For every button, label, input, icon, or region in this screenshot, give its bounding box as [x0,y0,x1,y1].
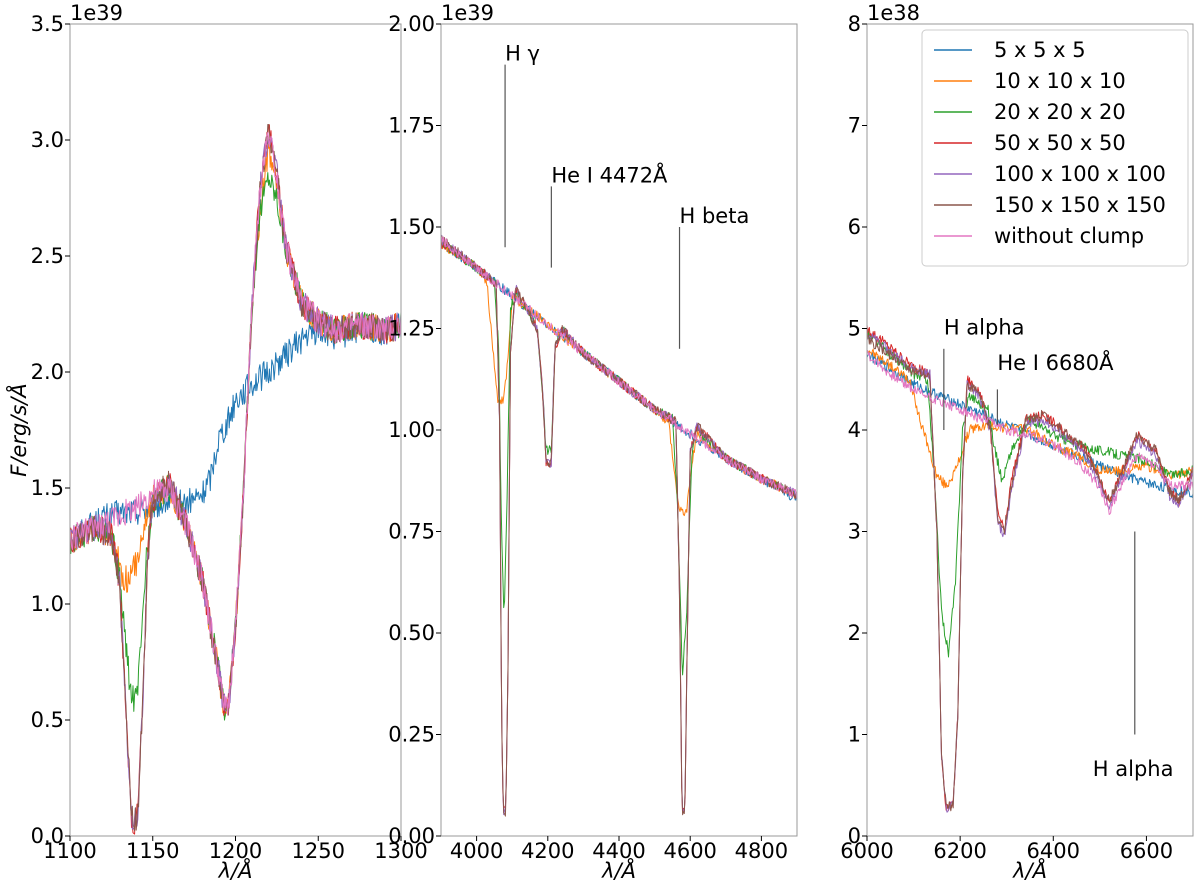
x-tick-label: 6000 [840,839,893,863]
y-tick-label: 1 [848,723,861,747]
y-tick-label: 4 [848,418,861,442]
x-tick-label: 1200 [209,839,262,863]
series-line-20-x-20-x-20 [867,330,1193,658]
legend-label: without clump [994,224,1144,248]
x-tick-label: 1300 [374,839,427,863]
offset-text: 1e39 [441,1,494,25]
y-tick-label: 0.50 [388,621,435,645]
legend-label: 20 x 20 x 20 [994,100,1126,124]
series-line-10-x-10-x-10 [867,348,1193,489]
annotation-label: H alpha [1093,757,1174,781]
panel-1: 0.0 0.5 1.0 1.5 2.0 2.5 3.0 3.5 1100 1150 1200 1250… [5,1,428,883]
legend-label: 50 x 50 x 50 [994,131,1126,155]
offset-text: 1e38 [867,1,920,25]
series-line-100-x-100-x-100 [70,137,401,830]
x-axis-label: λ/Å [218,857,253,883]
y-tick-label: 8 [848,12,861,36]
series-line-20-x-20-x-20 [441,240,797,676]
x-axis-label: λ/Å [1012,857,1047,883]
y-tick-label: 1.50 [388,215,435,239]
y-tick-label: 1.0 [31,592,64,616]
annotation-label: He I 4472Å [551,161,668,187]
y-tick-label: 0.25 [388,723,435,747]
x-tick-label: 4800 [735,839,788,863]
annotation-label: H γ [505,42,540,66]
y-tick-label: 5 [848,317,861,341]
series-group [867,324,1193,813]
x-tick-label: 6400 [1027,839,1080,863]
series-line-100-x-100-x-100 [441,234,797,816]
annotation-label: H beta [680,204,750,228]
series-line-150-x-150-x-150 [867,334,1193,812]
series-line-100-x-100-x-100 [867,333,1193,813]
y-tick-label: 3.5 [31,12,64,36]
y-tick-label: 1.00 [388,418,435,442]
offset-text: 1e39 [70,1,123,25]
y-tick-label: 0 [848,824,861,848]
x-tick-label: 4400 [592,839,645,863]
series-line-without-clump [70,132,401,716]
panel-3: 0 1 2 3 4 5 6 7 8 6000 6200 6400 6600 1e38 λ/Å H alpha H… [840,1,1194,883]
panel-2: 0.00 0.25 0.50 0.75 1.00 1.25 1.50 1.75 2.00 4000… [388,1,798,883]
series-line-50-x-50-x-50 [70,124,401,835]
legend-label: 10 x 10 x 10 [994,69,1126,93]
series-line-without-clump [441,236,797,500]
series-group [70,124,401,835]
legend-box [921,29,1189,267]
plot-frame [440,23,798,837]
x-tick-label: 1250 [292,839,345,863]
y-tick-label: 7 [848,114,861,138]
y-tick-label: 3.0 [31,128,64,152]
x-tick-label: 1150 [126,839,179,863]
y-tick-label: 0.0 [31,824,64,848]
y-tick-label: 1.75 [388,114,435,138]
y-tick-label: 0.5 [31,708,64,732]
y-tick-label: 0.00 [388,824,435,848]
y-tick-label: 0.75 [388,520,435,544]
legend-label: 5 x 5 x 5 [994,38,1086,62]
series-line-150-x-150-x-150 [70,124,401,832]
y-tick-label: 2.5 [31,244,64,268]
y-tick-label: 6 [848,215,861,239]
series-line-150-x-150-x-150 [441,235,797,817]
y-tick-label: 1.25 [388,317,435,341]
x-tick-label: 4200 [521,839,574,863]
x-tick-label: 6600 [1120,839,1173,863]
plot-frame [69,23,402,837]
x-axis-label: λ/Å [601,857,636,883]
legend: 5 x 5 x 5 10 x 10 x 10 20 x 20 x 20 50 x 50… [921,29,1189,267]
legend-label: 150 x 150 x 150 [994,193,1166,217]
y-tick-label: 2.0 [31,360,64,384]
x-tick-label: 4000 [450,839,503,863]
y-axis-label: F/erg/s/Å [5,383,31,477]
x-tick-label: 4600 [663,839,716,863]
annotation-label: He I 6680Å [997,349,1114,375]
y-tick-label: 1.5 [31,476,64,500]
x-tick-label: 6200 [933,839,986,863]
series-line-50-x-50-x-50 [867,324,1193,811]
y-tick-label: 3 [848,520,861,544]
legend-label: 100 x 100 x 100 [994,162,1166,186]
series-line-5-x-5-x-5 [867,351,1193,498]
y-tick-label: 2.00 [388,12,435,36]
series-line-50-x-50-x-50 [441,238,797,813]
series-line-without-clump [867,350,1193,515]
y-tick-label: 2 [848,621,861,645]
annotation-label: H alpha [944,316,1025,340]
x-tick-label: 1100 [43,839,96,863]
series-group [441,234,797,817]
